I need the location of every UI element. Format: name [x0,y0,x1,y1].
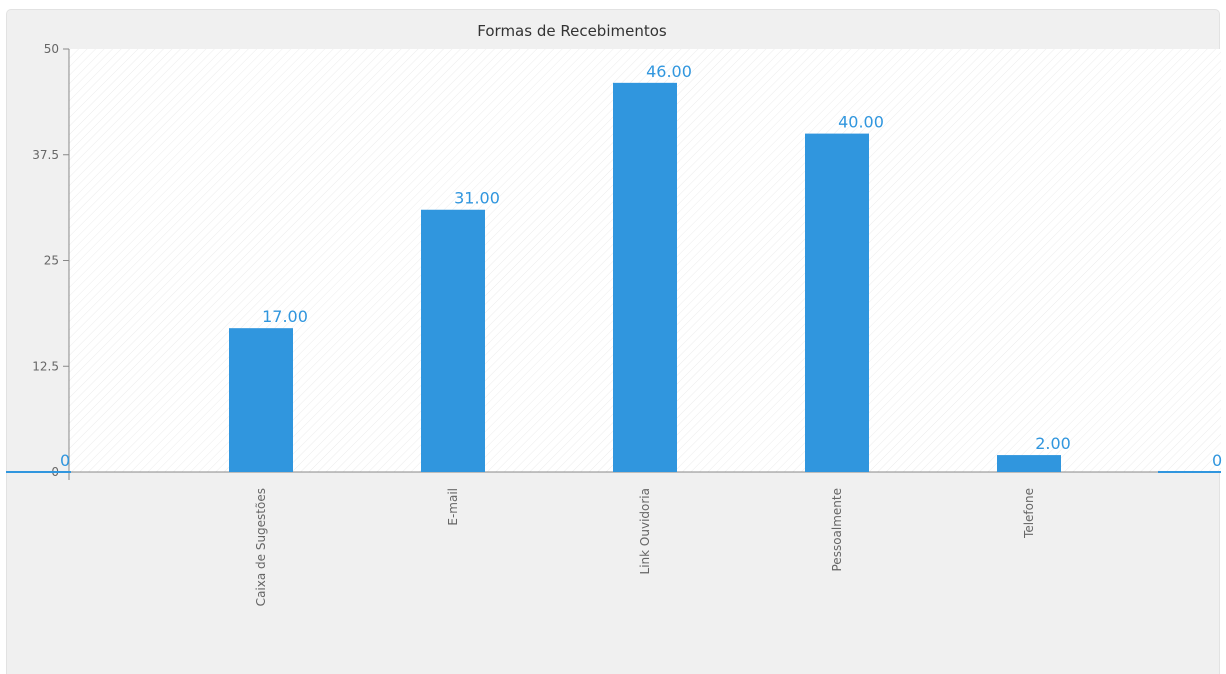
y-tick-label: 37.5 [32,148,59,162]
x-tick-label: E-mail [446,488,460,526]
x-tick-label: Caixa de Sugestões [254,488,268,606]
y-tick-label: 25 [44,254,59,268]
x-tick-label: Telefone [1022,488,1036,539]
x-tick-label: Link Ouvidoria [638,488,652,574]
bar [229,328,293,472]
bar [805,133,869,472]
data-label: 40.00 [838,113,884,132]
edge-zero-label-right: 0 [1212,451,1222,470]
chart-title: Formas de Recebimentos [477,22,667,40]
y-tick-label: 12.5 [32,359,59,373]
bars [229,82,1061,473]
data-label: 31.00 [454,189,500,208]
data-label: 2.00 [1035,434,1071,453]
bar [421,209,485,473]
y-axis: 0 12.5 25 37.5 50 [32,42,70,479]
data-label: 46.00 [646,62,692,81]
data-labels: 17.00 31.00 46.00 40.00 2.00 0 0 [6,62,1222,473]
y-tick-label: 50 [44,42,59,56]
data-label: 17.00 [262,307,308,326]
x-axis: Caixa de Sugestões E-mail Link Ouvidoria Pe… [68,471,1221,606]
bar [613,82,677,472]
edge-zero-label-left: 0 [60,451,70,470]
x-tick-label: Pessoalmente [830,488,844,572]
bar [997,455,1061,472]
